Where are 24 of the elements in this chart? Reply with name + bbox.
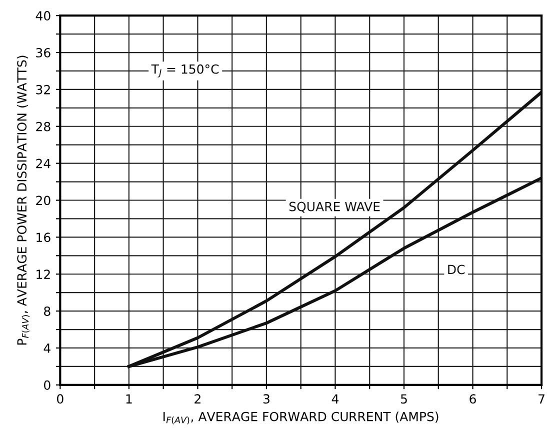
annotation: T$_{J}$ = 150°C: [151, 64, 219, 78]
x-tick-label: 5: [400, 394, 407, 404]
y-tick-label: 24: [36, 158, 50, 168]
x-axis-title: I$_{F(AV)}$, AVERAGE FORWARD CURRENT (AMPS): [164, 412, 438, 424]
y-tick-label: 20: [36, 196, 50, 206]
y-tick-label: 32: [36, 84, 50, 94]
x-tick-label: 4: [332, 394, 339, 404]
text: DC: [448, 264, 465, 274]
y-tick-label: 8: [44, 306, 50, 316]
x-tick-label: 2: [194, 394, 200, 404]
y-tick-label: 36: [36, 48, 50, 58]
y-tick-label: 40: [36, 11, 50, 20]
y-tick-label: 0: [44, 380, 50, 390]
x-tick-label: 0: [57, 394, 64, 404]
y-tick-label: 4: [44, 344, 50, 353]
x-tick-label: 6: [470, 394, 476, 404]
x-tick-label: 1: [126, 394, 132, 404]
series-label: SQUARE WAVE: [289, 202, 380, 213]
y-axis-title: P$_{F(AV)}$, AVERAGE POWER DISSIPATION (WATTS): [16, 56, 30, 345]
x-tick-label: 7: [538, 394, 544, 404]
y-tick-label: 28: [36, 122, 50, 132]
y-tick-label: 16: [36, 232, 50, 242]
x-tick-label: 3: [263, 394, 270, 404]
y-tick-label: 12: [36, 270, 50, 279]
